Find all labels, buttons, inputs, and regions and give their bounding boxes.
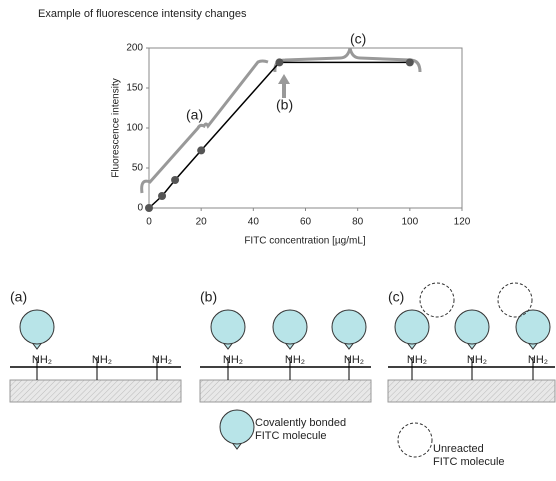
panel-label: (a) — [10, 289, 27, 305]
data-point — [275, 58, 284, 67]
fitc-bonded — [454, 309, 490, 345]
legend-text: FITC molecule — [433, 456, 505, 468]
fitc-bonded — [515, 309, 551, 345]
fitc-bonded — [219, 409, 255, 445]
amine-label: NH₂ — [407, 354, 427, 366]
panel-label: (c) — [388, 289, 404, 305]
x-tick-label: 60 — [300, 217, 312, 228]
substrate — [387, 379, 556, 403]
bracket-a — [140, 59, 269, 194]
amine-label: NH₂ — [344, 354, 364, 366]
fitc-bonded — [272, 309, 308, 345]
annotation: (b) — [276, 97, 293, 113]
data-point — [197, 146, 206, 155]
x-tick-label: 120 — [454, 217, 471, 228]
y-axis-label: Fluorescence intensity — [111, 78, 122, 178]
plot-frame — [148, 47, 463, 209]
x-axis-label: FITC concentration [µg/mL] — [244, 236, 366, 247]
y-tick-label: 100 — [126, 123, 143, 134]
amine-label: NH₂ — [32, 354, 52, 366]
substrate — [199, 379, 372, 403]
data-point — [171, 176, 180, 184]
data-point — [145, 204, 153, 212]
fitc-unreacted — [397, 422, 433, 458]
panel-label: (b) — [200, 289, 217, 305]
bracket-c — [273, 47, 422, 73]
chart-title: Example of fluorescence intensity change… — [38, 8, 247, 20]
amine-label: NH₂ — [152, 354, 172, 366]
amine-label: NH₂ — [285, 354, 305, 366]
x-tick-label: 0 — [146, 217, 152, 228]
amine-label: NH₂ — [223, 354, 243, 366]
fitc-unreacted — [497, 282, 533, 318]
legend-text: Covalently bonded — [255, 417, 346, 429]
y-tick-label: 50 — [132, 163, 144, 174]
amine-label: NH₂ — [528, 354, 548, 366]
y-tick-label: 200 — [126, 43, 143, 54]
substrate — [9, 379, 182, 403]
y-tick-label: 150 — [126, 83, 143, 94]
data-point — [405, 58, 414, 67]
x-tick-label: 20 — [196, 217, 208, 228]
data-line — [148, 61, 410, 209]
x-tick-label: 40 — [248, 217, 260, 228]
legend-text: Unreacted — [433, 443, 484, 455]
annotation: (a) — [186, 107, 203, 123]
y-tick-label: 0 — [137, 203, 143, 214]
annotation: (c) — [350, 31, 366, 47]
fitc-bonded — [331, 309, 367, 345]
data-point — [158, 192, 167, 200]
legend-text: FITC molecule — [255, 430, 327, 442]
x-tick-label: 100 — [401, 217, 418, 228]
amine-label: NH₂ — [92, 354, 112, 366]
arrow-b — [278, 74, 290, 98]
fitc-bonded — [394, 309, 430, 345]
fitc-unreacted — [419, 282, 455, 318]
x-tick-label: 80 — [352, 217, 364, 228]
fitc-bonded — [210, 309, 246, 345]
fitc-bonded — [19, 309, 55, 345]
amine-label: NH₂ — [467, 354, 487, 366]
